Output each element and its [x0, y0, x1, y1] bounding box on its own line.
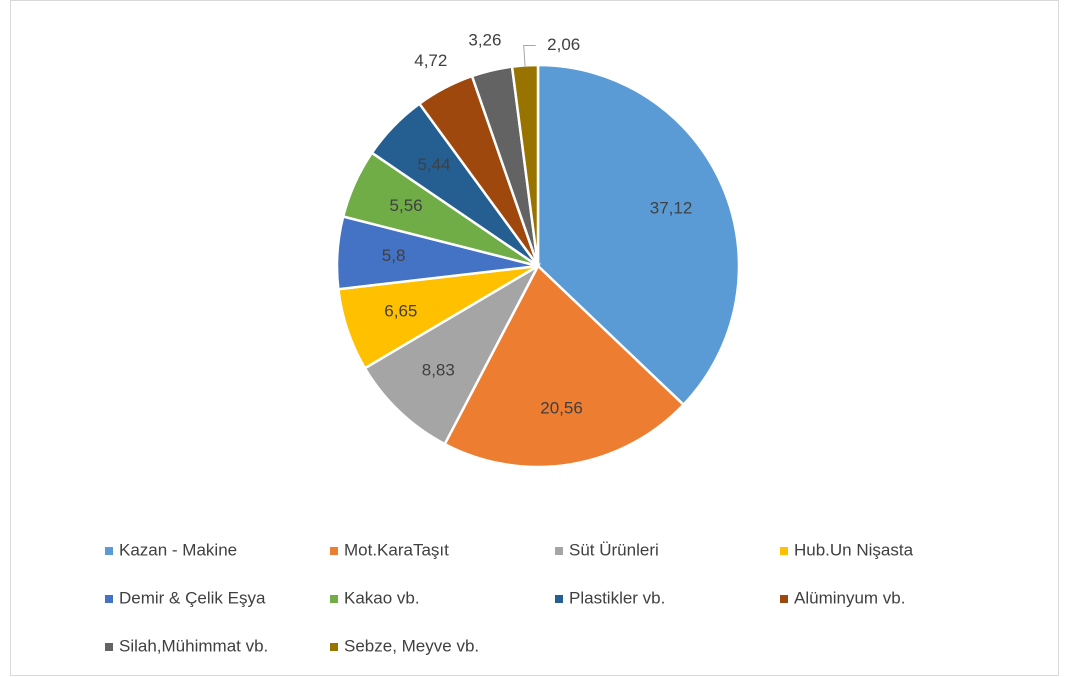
legend-swatch [330, 547, 338, 555]
legend-label: Plastikler vb. [569, 588, 665, 607]
legend-swatch [105, 547, 113, 555]
data-label: 3,26 [468, 31, 501, 50]
data-label: 5,44 [417, 155, 450, 174]
legend-label: Süt Ürünleri [569, 540, 659, 559]
data-label: 5,8 [382, 246, 406, 265]
data-label: 8,83 [422, 360, 455, 379]
legend-label: Sebze, Meyve vb. [344, 636, 479, 655]
legend-swatch [105, 595, 113, 603]
data-label: 5,56 [390, 196, 423, 215]
legend-swatch [780, 595, 788, 603]
data-label: 37,12 [650, 199, 693, 218]
data-label: 6,65 [384, 302, 417, 321]
legend-label: Hub.Un Nişasta [794, 540, 914, 559]
legend-swatch [555, 547, 563, 555]
legend-swatch [780, 547, 788, 555]
pie-slice [443, 263, 686, 469]
legend-label: Demir & Çelik Eşya [119, 588, 266, 607]
legend-label: Kazan - Makine [119, 540, 237, 559]
legend-label: Kakao vb. [344, 588, 420, 607]
legend-label: Alüminyum vb. [794, 588, 905, 607]
legend-swatch [105, 643, 113, 651]
legend-label: Silah,Mühimmat vb. [119, 636, 268, 655]
pie-slice [363, 262, 542, 446]
legend-swatch [555, 595, 563, 603]
data-label: 2,06 [547, 35, 580, 54]
leader-line [523, 44, 536, 68]
legend-swatch [330, 643, 338, 651]
data-label: 4,72 [414, 51, 447, 70]
legend-label: Mot.KaraTaşıt [344, 540, 449, 559]
data-label: 20,56 [540, 398, 583, 417]
pie-slice [536, 63, 741, 407]
legend-swatch [330, 595, 338, 603]
